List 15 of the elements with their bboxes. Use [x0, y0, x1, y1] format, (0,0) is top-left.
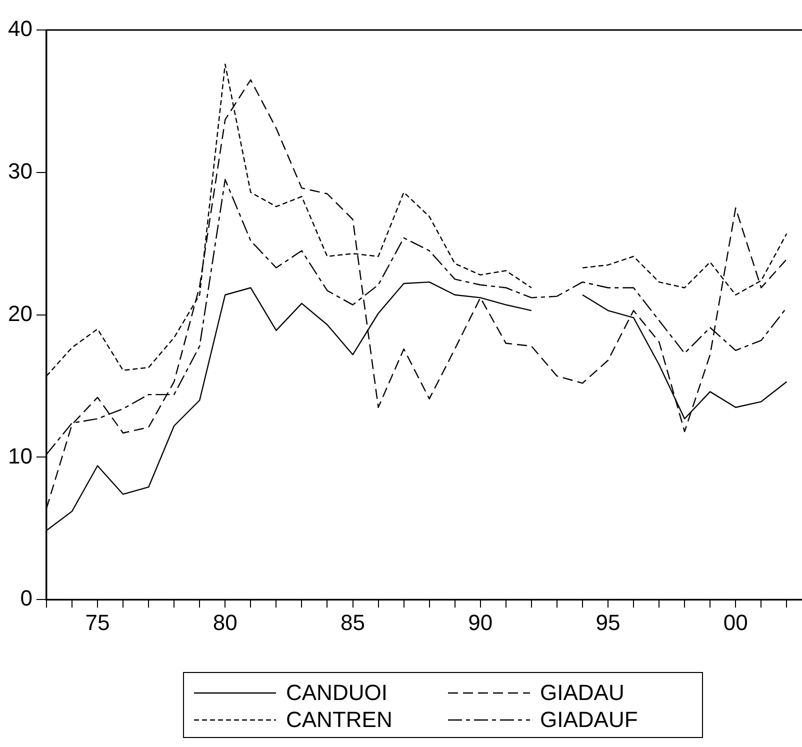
- y-tick-label: 0: [20, 586, 32, 611]
- y-tick-label: 30: [8, 158, 32, 184]
- legend-label: GIADAUF: [540, 706, 638, 733]
- legend-label: CANTREN: [286, 706, 392, 733]
- legend-label: CANDUOI: [286, 679, 388, 706]
- x-tick-label: 90: [468, 610, 493, 635]
- x-tick-label: 75: [85, 610, 110, 635]
- x-tick-label: 95: [596, 610, 620, 635]
- y-tick-label: 10: [8, 443, 32, 468]
- x-tick-label: 80: [212, 610, 238, 635]
- y-tick-label: 20: [8, 300, 32, 326]
- x-tick-label: 00: [723, 610, 748, 635]
- y-tick-label: 40: [8, 16, 32, 42]
- legend-label: GIADAU: [540, 679, 624, 706]
- x-tick-label: 85: [340, 610, 366, 635]
